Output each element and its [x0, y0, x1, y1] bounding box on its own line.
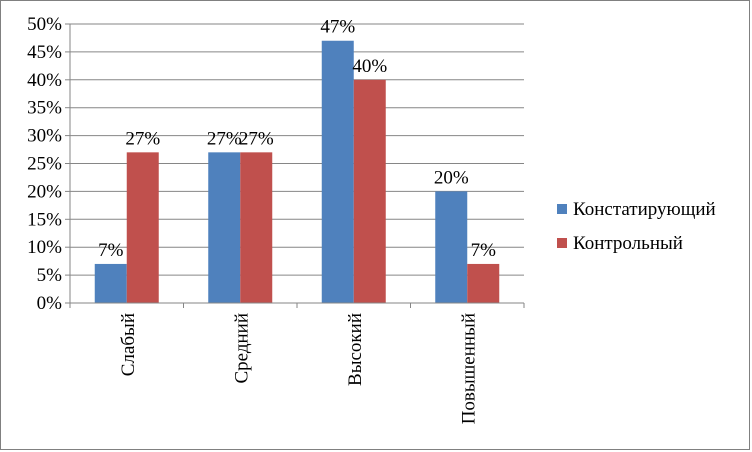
- bar: [467, 263, 500, 303]
- y-tick-label: 45%: [27, 42, 62, 63]
- legend: Констатирующий Контрольный: [557, 199, 716, 254]
- bar: [126, 152, 159, 303]
- y-tick-label: 5%: [37, 265, 63, 286]
- data-label: 7%: [98, 240, 124, 261]
- y-tick-label: 35%: [27, 98, 62, 119]
- bar: [208, 152, 241, 303]
- y-axis-ticks: 0% 5% 10% 15% 20% 25% 30% 35% 40% 45% 50%: [27, 14, 70, 314]
- category-label: Повышенный: [458, 313, 479, 424]
- bar: [321, 40, 354, 304]
- bar: [435, 191, 468, 303]
- legend-swatch: [557, 238, 567, 248]
- data-label: 40%: [352, 56, 387, 77]
- bar: [353, 79, 386, 303]
- bars: [94, 40, 500, 304]
- y-tick-label: 15%: [27, 209, 62, 230]
- category-label: Слабый: [118, 313, 139, 376]
- y-tick-label: 40%: [27, 70, 62, 91]
- y-tick-label: 30%: [27, 126, 62, 147]
- data-label: 20%: [434, 167, 469, 188]
- category-labels: Слабый Средний Высокий Повышенный: [118, 313, 480, 424]
- category-label: Средний: [231, 313, 252, 384]
- y-tick-label: 10%: [27, 237, 62, 258]
- bar: [94, 263, 127, 303]
- y-tick-label: 25%: [27, 154, 62, 175]
- y-tick-label: 0%: [37, 293, 63, 314]
- y-tick-label: 20%: [27, 181, 62, 202]
- y-tick-label: 50%: [27, 14, 62, 35]
- legend-label: Контрольный: [573, 233, 683, 254]
- data-label: 47%: [320, 17, 355, 38]
- category-label: Высокий: [345, 313, 366, 386]
- data-labels: 7%27% 27%27%47%40%20%7%: [98, 17, 496, 261]
- legend-swatch: [557, 204, 567, 214]
- bar: [240, 152, 273, 303]
- data-label: 27%: [239, 128, 274, 149]
- legend-label: Констатирующий: [573, 199, 716, 220]
- data-label: 7%: [471, 240, 497, 261]
- data-label: 27%: [125, 128, 160, 149]
- data-label: 27%: [207, 128, 242, 149]
- axes: [69, 24, 525, 308]
